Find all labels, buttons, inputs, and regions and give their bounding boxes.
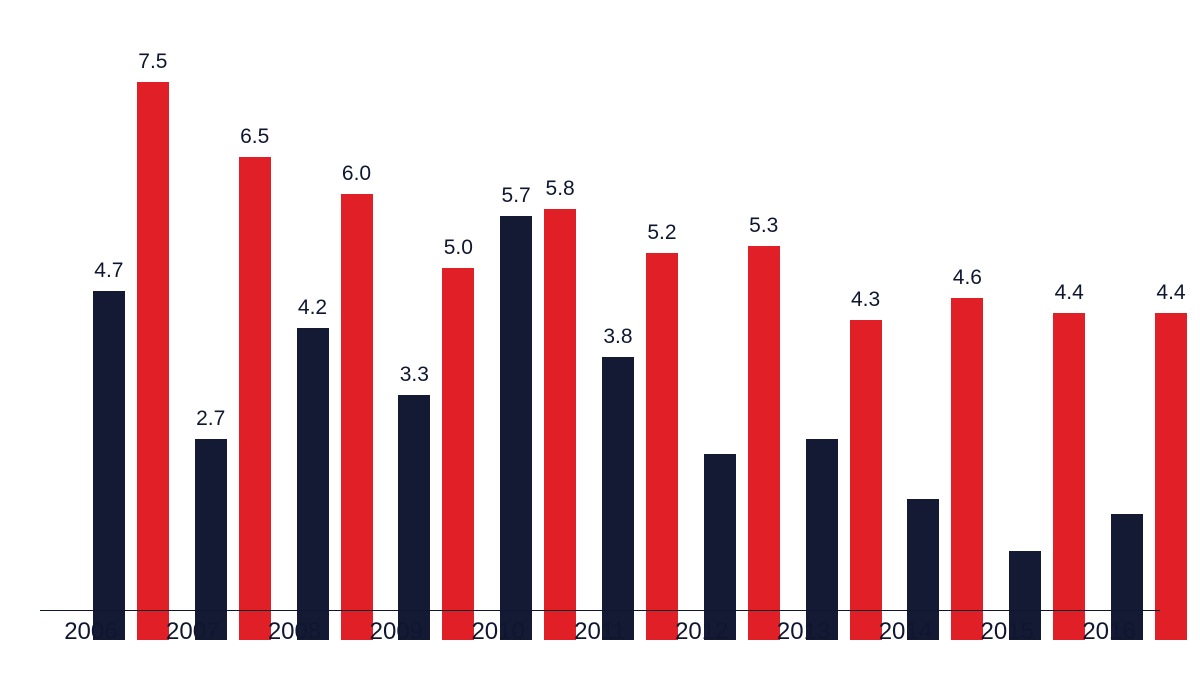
bar-rect xyxy=(1053,313,1085,640)
bar-value-label: 4.3 xyxy=(850,288,882,312)
bar xyxy=(1009,60,1041,640)
bar-value-label: 6.5 xyxy=(239,125,271,149)
x-axis-label: 2010 xyxy=(460,618,536,646)
bar: 5.8 xyxy=(544,60,576,640)
bar: 5.7 xyxy=(500,60,532,640)
bar-groups: 4.7 7.5 2.7 6.5 4.2 6.0 3.3 5.0 5.7 5.8 3.8 5.2 5.3 4… xyxy=(80,60,1200,640)
x-axis-label: 2007 xyxy=(155,618,231,646)
bar-rect xyxy=(748,246,780,640)
bar: 4.4 xyxy=(1155,60,1187,640)
bar-value-label: 7.5 xyxy=(137,50,169,74)
bar-value-label: 4.4 xyxy=(1155,281,1187,305)
x-axis-label: 2013 xyxy=(766,618,842,646)
bar: 4.2 xyxy=(297,60,329,640)
bar-group: 4.6 xyxy=(907,60,983,640)
bar-value-label: 5.0 xyxy=(442,236,474,260)
bar-rect xyxy=(646,253,678,640)
bar-rect xyxy=(704,454,736,640)
x-axis-labels: 2006 2007 2008 2009 2010 2011 2012 2013 2014 2015… xyxy=(40,618,1160,646)
bar-group: 2.7 6.5 xyxy=(195,60,271,640)
bar-group: 4.4 xyxy=(1111,60,1187,640)
bar-rect xyxy=(544,209,576,640)
bar-rect xyxy=(500,216,532,640)
bar-rect xyxy=(137,82,169,640)
grouped-bar-chart: 4.7 7.5 2.7 6.5 4.2 6.0 3.3 5.0 5.7 5.8 3.8 5.2 5.3 4… xyxy=(0,0,1200,680)
bar-rect xyxy=(398,395,430,640)
bar-value-label: 5.8 xyxy=(544,177,576,201)
bar xyxy=(704,60,736,640)
bar: 4.6 xyxy=(951,60,983,640)
bar: 4.3 xyxy=(850,60,882,640)
bar-value-label: 4.2 xyxy=(297,296,329,320)
x-axis-label: 2009 xyxy=(358,618,434,646)
x-axis-label: 2011 xyxy=(562,618,638,646)
bar-group: 4.3 xyxy=(806,60,882,640)
bar-group: 5.3 xyxy=(704,60,780,640)
bar-rect xyxy=(442,268,474,640)
bar-value-label: 6.0 xyxy=(341,162,373,186)
bar-rect xyxy=(297,328,329,640)
bar: 4.4 xyxy=(1053,60,1085,640)
bar-group: 3.3 5.0 xyxy=(398,60,474,640)
bar: 6.5 xyxy=(239,60,271,640)
x-axis-label: 2014 xyxy=(867,618,943,646)
bar-value-label: 5.7 xyxy=(500,184,532,208)
bar xyxy=(1111,60,1143,640)
bar: 4.7 xyxy=(93,60,125,640)
x-axis-label: 2008 xyxy=(257,618,333,646)
bar-rect xyxy=(341,194,373,640)
bar-value-label: 3.8 xyxy=(602,325,634,349)
bar-rect xyxy=(93,291,125,640)
bar-rect xyxy=(602,357,634,640)
bar: 3.3 xyxy=(398,60,430,640)
bar-rect xyxy=(239,157,271,640)
x-axis-line xyxy=(40,610,1160,611)
x-axis-label: 2006 xyxy=(53,618,129,646)
bar: 5.0 xyxy=(442,60,474,640)
x-axis-label: 2016 xyxy=(1071,618,1147,646)
bar: 5.3 xyxy=(748,60,780,640)
bar xyxy=(907,60,939,640)
bar-value-label: 4.6 xyxy=(951,266,983,290)
x-axis-label: 2012 xyxy=(664,618,740,646)
bar-value-label: 4.7 xyxy=(93,259,125,283)
bar: 5.2 xyxy=(646,60,678,640)
bar-value-label: 4.4 xyxy=(1053,281,1085,305)
bar: 3.8 xyxy=(602,60,634,640)
bar-rect xyxy=(951,298,983,640)
bar-value-label: 2.7 xyxy=(195,407,227,431)
bar-group: 3.8 5.2 xyxy=(602,60,678,640)
bar: 2.7 xyxy=(195,60,227,640)
plot-area: 4.7 7.5 2.7 6.5 4.2 6.0 3.3 5.0 5.7 5.8 3.8 5.2 5.3 4… xyxy=(40,30,1160,610)
x-axis-label: 2015 xyxy=(969,618,1045,646)
bar-rect xyxy=(1155,313,1187,640)
bar-group: 4.4 xyxy=(1009,60,1085,640)
bar-value-label: 5.3 xyxy=(748,214,780,238)
bar-value-label: 5.2 xyxy=(646,221,678,245)
bar: 6.0 xyxy=(341,60,373,640)
bar: 7.5 xyxy=(137,60,169,640)
bar-rect xyxy=(850,320,882,640)
bar-group: 4.2 6.0 xyxy=(297,60,373,640)
bar-value-label: 3.3 xyxy=(398,363,430,387)
bar-group: 5.7 5.8 xyxy=(500,60,576,640)
bar-group: 4.7 7.5 xyxy=(93,60,169,640)
bar xyxy=(806,60,838,640)
